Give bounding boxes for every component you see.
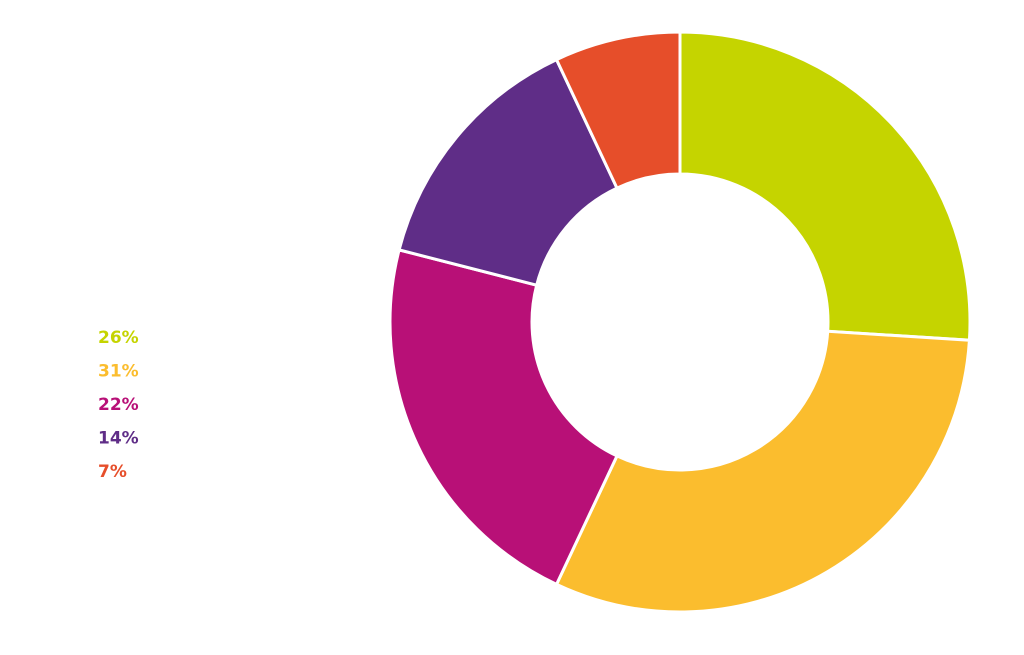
legend-value: 31% (98, 362, 139, 382)
donut-slice (554, 30, 682, 191)
donut-slice (397, 57, 619, 288)
legend-value: 14% (98, 429, 139, 449)
donut-slice (678, 30, 972, 342)
donut-slice (554, 329, 972, 614)
donut-slice (388, 248, 619, 587)
legend-value: 26% (98, 328, 139, 348)
legend-value: 22% (98, 395, 139, 415)
legend-value: 7% (98, 462, 127, 482)
